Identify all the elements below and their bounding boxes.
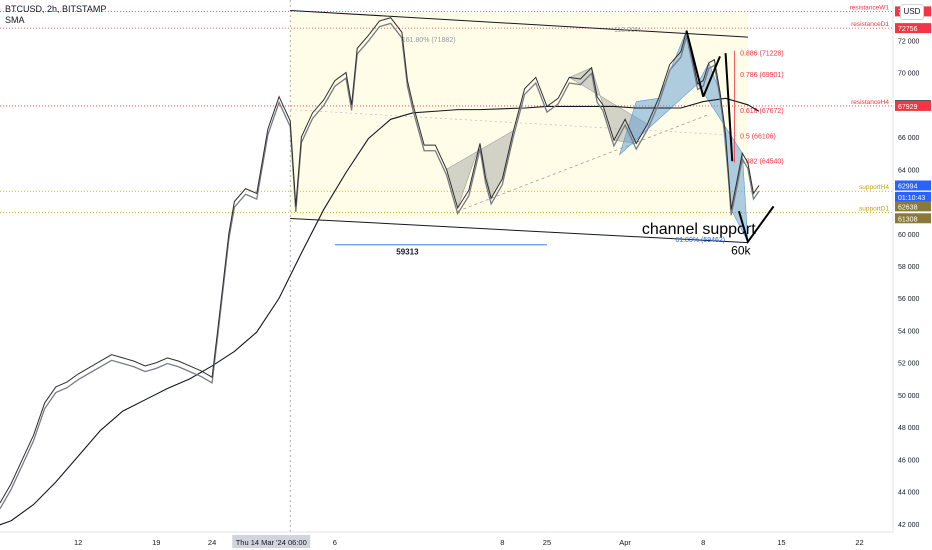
x-tick-label: 24 xyxy=(208,538,216,547)
level-label: supportH4 xyxy=(859,184,889,191)
y-tick-label: 60 000 xyxy=(898,232,920,239)
drawn-stroke xyxy=(724,53,734,162)
level-label: supportD1 xyxy=(859,206,889,213)
fib-label: 0.382 (64540) xyxy=(740,159,784,166)
chart-header: BTCUSD, 2h, BITSTAMP SMA xyxy=(5,4,106,26)
annotation-label: 59313 xyxy=(396,248,419,257)
price-line-shadow xyxy=(0,22,760,509)
price-axis-bg xyxy=(893,0,932,550)
fib-label: 0.786 (69901) xyxy=(740,72,784,79)
price-line xyxy=(0,17,760,504)
price-tag-box xyxy=(895,100,931,111)
y-tick-label: 54 000 xyxy=(898,328,920,335)
y-tick-label: 46 000 xyxy=(898,457,920,464)
level-label: resistanceH4 xyxy=(851,99,889,106)
fib-trendline xyxy=(457,114,709,212)
y-tick-label: 50 000 xyxy=(898,393,920,400)
symbol-label[interactable]: BTCUSD, 2h, BITSTAMP xyxy=(5,4,107,14)
channel-lower xyxy=(290,217,748,244)
indicator-label[interactable]: SMA xyxy=(5,15,25,25)
x-tick-label: 12 xyxy=(74,538,82,547)
annotation-label: 113.00% xyxy=(614,27,641,34)
price-tag-label: 01:10:43 xyxy=(898,195,925,202)
drawn-stroke xyxy=(685,30,705,97)
pattern-blue xyxy=(618,29,698,156)
price-tag-label: 67929 xyxy=(898,104,918,111)
channel-upper xyxy=(290,9,748,38)
x-tick-label: 6 xyxy=(333,538,337,547)
crosshair-time-box xyxy=(232,535,311,548)
fib-label: 0.5 (66106) xyxy=(740,133,776,140)
y-tick-label: 56 000 xyxy=(898,296,920,303)
y-tick-label: 58 000 xyxy=(898,264,920,271)
price-tag-label: 72756 xyxy=(898,26,918,33)
price-tag-box xyxy=(895,201,931,212)
sma-line xyxy=(0,97,760,526)
x-tick-label: 25 xyxy=(543,538,551,547)
x-tick-label: 22 xyxy=(855,538,863,547)
annotation-label: 61.80% (59462) xyxy=(675,237,725,244)
y-tick-label: 64 000 xyxy=(898,167,920,174)
x-tick-label: 8 xyxy=(500,538,504,547)
level-label: resistanceW1 xyxy=(850,4,890,11)
price-tag-box xyxy=(895,180,931,191)
drawn-stroke xyxy=(737,205,775,245)
price-tag-label: 62994 xyxy=(898,183,918,190)
fib-label: 0.618 (67672) xyxy=(740,108,784,115)
y-tick-label: 66 000 xyxy=(898,135,920,142)
crosshair-time-label: Thu 14 Mar '24 06:00 xyxy=(236,538,307,547)
price-tag-label: 62638 xyxy=(898,204,918,211)
y-tick-label: 52 000 xyxy=(898,361,920,368)
y-tick-label: 70 000 xyxy=(898,71,920,78)
x-tick-label: 15 xyxy=(777,538,785,547)
price-tag-label: 61308 xyxy=(898,216,918,223)
level-label: resistanceD1 xyxy=(851,21,889,28)
y-tick-label: 42 000 xyxy=(898,522,920,529)
drawn-stroke xyxy=(702,56,721,98)
price-tag-box xyxy=(895,213,931,224)
y-tick-label: 44 000 xyxy=(898,490,920,497)
y-tick-label: 48 000 xyxy=(898,425,920,432)
annotation-label: 60k xyxy=(731,244,751,258)
price-tag-box xyxy=(895,23,931,34)
price-tag-box xyxy=(895,191,931,202)
annotation-label: 161.80% (71882) xyxy=(402,37,456,44)
y-tick-label: 72 000 xyxy=(898,38,920,45)
x-tick-label: 8 xyxy=(701,538,705,547)
currency-button[interactable]: USD xyxy=(900,4,924,20)
x-tick-label: 19 xyxy=(152,538,160,547)
annotation-label: channel support xyxy=(642,221,756,238)
fib-label: 0.886 (71228) xyxy=(740,51,784,58)
x-tick-label: Apr xyxy=(619,538,631,547)
